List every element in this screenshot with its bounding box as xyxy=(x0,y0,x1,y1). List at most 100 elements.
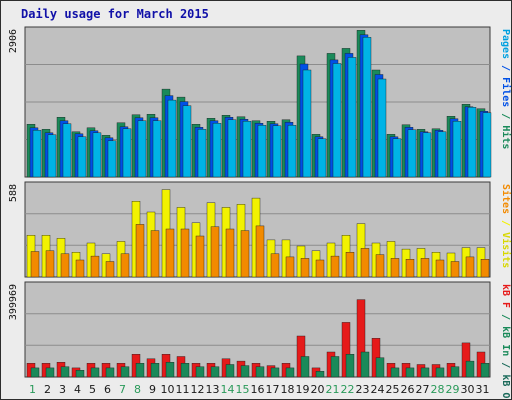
bar-pages-day-15 xyxy=(242,120,252,178)
bar-kb-in-day-26 xyxy=(405,367,415,378)
legend-entry: Files xyxy=(500,77,511,107)
bar-kb-in-day-10 xyxy=(165,362,175,378)
bar-pages-day-9 xyxy=(152,120,162,178)
bar-kb-in-day-29 xyxy=(450,366,460,378)
bar-sites-day-15 xyxy=(240,230,250,278)
bar-kb-in-day-30 xyxy=(465,360,475,378)
x-tick-label-day-5: 5 xyxy=(89,383,96,396)
bar-kb-in-day-24 xyxy=(375,357,385,378)
x-tick-label-day-11: 11 xyxy=(176,383,190,396)
y-max-label-bottom: 399969 xyxy=(8,284,19,320)
bar-kb-in-day-3 xyxy=(60,366,70,378)
x-tick-label-day-16: 16 xyxy=(251,383,265,396)
legend-bottom: kB F / kB In / kB Out xyxy=(500,284,511,399)
x-tick-label-day-27: 27 xyxy=(416,383,430,396)
bar-sites-day-22 xyxy=(345,251,355,278)
bar-sites-day-24 xyxy=(375,254,385,278)
bar-kb-in-day-22 xyxy=(345,354,355,378)
x-tick-label-day-28: 28 xyxy=(431,383,445,396)
x-tick-label-day-2: 2 xyxy=(44,383,51,396)
bar-pages-day-31 xyxy=(482,112,492,178)
bar-pages-day-14 xyxy=(227,119,237,178)
legend-entry: / xyxy=(500,308,511,326)
bar-pages-day-17 xyxy=(272,125,282,178)
legend-entry: kB F xyxy=(500,284,511,308)
y-max-label-middle: 588 xyxy=(8,184,19,202)
x-tick-label-day-9: 9 xyxy=(149,383,156,396)
bar-sites-day-14 xyxy=(225,228,235,278)
legend-top: Pages / Files / Hits xyxy=(500,29,511,149)
x-tick-label-day-4: 4 xyxy=(74,383,81,396)
bar-kb-in-day-5 xyxy=(90,367,100,378)
legend-entry: / xyxy=(500,59,511,77)
legend-middle: Sites / Visits xyxy=(500,184,511,268)
x-tick-label-day-10: 10 xyxy=(161,383,175,396)
bar-kb-in-day-25 xyxy=(390,367,400,378)
bar-pages-day-7 xyxy=(122,128,132,178)
x-tick-label-day-30: 30 xyxy=(461,383,475,396)
bar-kb-in-day-23 xyxy=(360,351,370,378)
bar-sites-day-9 xyxy=(150,230,160,278)
bar-kb-in-day-13 xyxy=(210,366,220,378)
legend-entry: Hits xyxy=(500,125,511,149)
bar-pages-day-25 xyxy=(392,138,402,178)
bar-sites-day-1 xyxy=(30,251,40,278)
bar-pages-day-27 xyxy=(422,132,432,178)
bar-kb-in-day-1 xyxy=(30,367,40,378)
x-tick-label-day-8: 8 xyxy=(134,383,141,396)
bar-sites-day-31 xyxy=(480,259,490,278)
bar-kb-in-day-4 xyxy=(75,370,85,378)
bar-kb-in-day-14 xyxy=(225,364,235,378)
bar-kb-in-day-6 xyxy=(105,367,115,378)
bar-kb-in-day-31 xyxy=(480,363,490,378)
bar-kb-in-day-18 xyxy=(285,367,295,378)
bar-kb-in-day-11 xyxy=(180,363,190,378)
bar-pages-day-20 xyxy=(317,138,327,178)
x-tick-label-day-15: 15 xyxy=(236,383,250,396)
bar-sites-day-4 xyxy=(75,259,85,278)
bar-pages-day-28 xyxy=(437,131,447,178)
bar-sites-day-13 xyxy=(210,226,220,278)
bar-kb-in-day-27 xyxy=(420,367,430,378)
bar-kb-in-day-19 xyxy=(300,356,310,378)
bar-sites-day-16 xyxy=(255,225,265,278)
bar-sites-day-18 xyxy=(285,256,295,278)
x-tick-label-day-24: 24 xyxy=(371,383,385,396)
bar-pages-day-29 xyxy=(452,120,462,178)
bar-pages-day-26 xyxy=(407,129,417,178)
bar-sites-day-3 xyxy=(60,253,70,278)
x-tick-label-day-22: 22 xyxy=(341,383,355,396)
bar-pages-day-12 xyxy=(197,129,207,178)
plot-panel-bottom xyxy=(24,281,491,378)
bar-kb-in-day-8 xyxy=(135,363,145,378)
bar-kb-in-day-16 xyxy=(255,366,265,378)
x-tick-label-day-29: 29 xyxy=(446,383,460,396)
legend-entry: kB In xyxy=(500,326,511,356)
bar-kb-in-day-7 xyxy=(120,366,130,378)
bar-pages-day-3 xyxy=(62,123,72,178)
legend-entry: / xyxy=(500,214,511,232)
bar-pages-day-2 xyxy=(47,134,57,178)
bar-sites-day-20 xyxy=(315,259,325,278)
bar-sites-day-7 xyxy=(120,253,130,278)
legend-entry: Pages xyxy=(500,29,511,59)
bar-pages-day-13 xyxy=(212,122,222,178)
chart-title: Daily usage for March 2015 xyxy=(21,7,209,21)
bar-pages-day-30 xyxy=(467,106,477,178)
bar-sites-day-21 xyxy=(330,255,340,278)
bar-pages-day-8 xyxy=(137,120,147,178)
bar-kb-in-day-15 xyxy=(240,365,250,378)
bar-pages-day-22 xyxy=(347,57,357,178)
bar-pages-day-11 xyxy=(182,105,192,178)
x-tick-label-day-14: 14 xyxy=(221,383,235,396)
bar-sites-day-10 xyxy=(165,228,175,278)
bar-sites-day-12 xyxy=(195,235,205,278)
bar-sites-day-6 xyxy=(105,261,115,278)
bar-pages-day-1 xyxy=(32,130,42,178)
bar-pages-day-18 xyxy=(287,125,297,178)
bar-sites-day-25 xyxy=(390,258,400,278)
legend-entry: Sites xyxy=(500,184,511,214)
bar-kb-in-day-21 xyxy=(330,356,340,378)
